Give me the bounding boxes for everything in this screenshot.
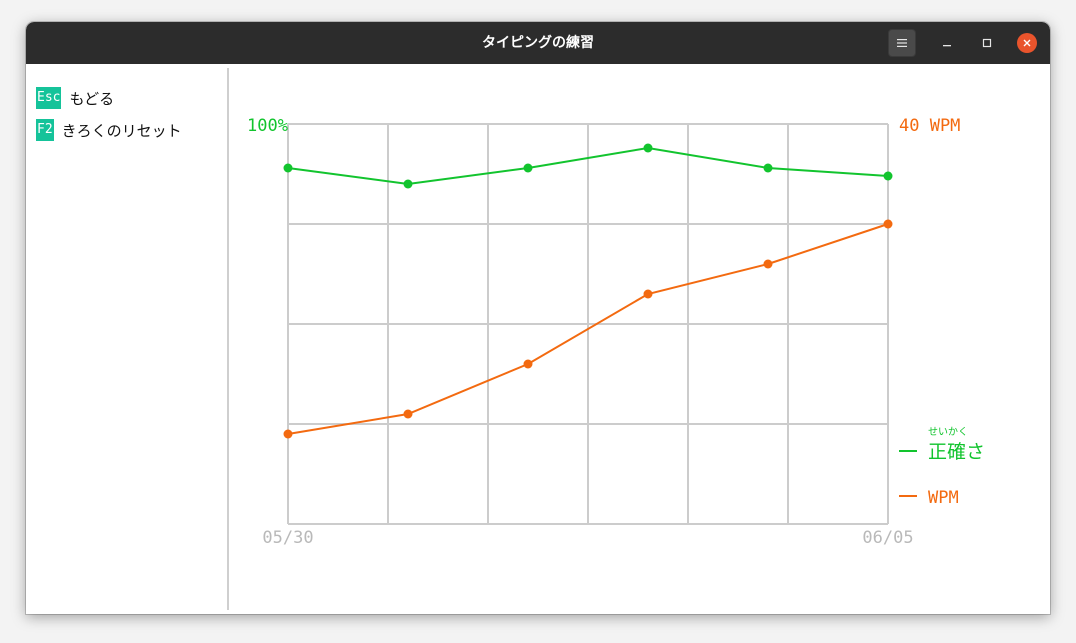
shortcut-reset[interactable]: F2 きろくのリセット [36,118,182,142]
sidebar: Esc もどる F2 きろくのリセット [26,64,228,614]
wpm-data-point [643,289,653,299]
sidebar-divider [227,68,229,610]
accuracy-data-point [523,163,533,173]
right-axis-label: 40 WPM [899,116,960,136]
accuracy-data-point [403,179,413,189]
accuracy-data-point [643,143,653,153]
legend-accuracy-label: 正確さ [928,441,985,463]
app-window: タイピングの練習 Esc もど [26,22,1050,614]
f2-key-badge: F2 [36,119,54,141]
x-tick-label-start: 05/30 [262,528,313,548]
wpm-series-line [287,223,889,435]
wpm-data-point [523,359,533,369]
legend-accuracy-ruby: せいかく [928,426,968,438]
accuracy-data-point [763,163,773,173]
legend-wpm-label: WPM [928,488,959,508]
wpm-data-point [763,259,773,269]
esc-key-badge: Esc [36,87,62,109]
title-bar[interactable]: タイピングの練習 [26,22,1050,64]
hamburger-menu-button[interactable] [888,29,916,57]
hamburger-menu-icon [897,39,907,47]
x-tick-label-end: 06/05 [862,528,913,548]
window-title: タイピングの練習 [482,35,594,51]
minimize-button[interactable] [933,29,961,57]
wpm-data-point [283,429,293,439]
close-icon [1023,39,1031,47]
back-label: もどる [69,89,115,108]
left-axis-label: 100% [247,116,288,136]
chart-series [283,143,893,439]
chart-grid [287,123,889,525]
maximize-button[interactable] [973,29,1001,57]
accuracy-data-point [283,163,293,173]
accuracy-data-point [883,171,893,181]
history-chart: 100% 40 WPM 05/30 06/05 せいかく 正確さ WPM [247,116,985,548]
main-content: Esc もどる F2 きろくのリセット 100% 40 WPM 05/30 06… [26,64,1050,614]
accuracy-series-line [287,146,889,186]
minimize-icon [943,45,951,47]
maximize-icon [982,38,992,48]
shortcut-back[interactable]: Esc もどる [36,86,114,110]
wpm-data-point [883,219,893,229]
wpm-data-point [403,409,413,419]
close-button[interactable] [1017,33,1037,53]
reset-label: きろくのリセット [61,121,182,140]
